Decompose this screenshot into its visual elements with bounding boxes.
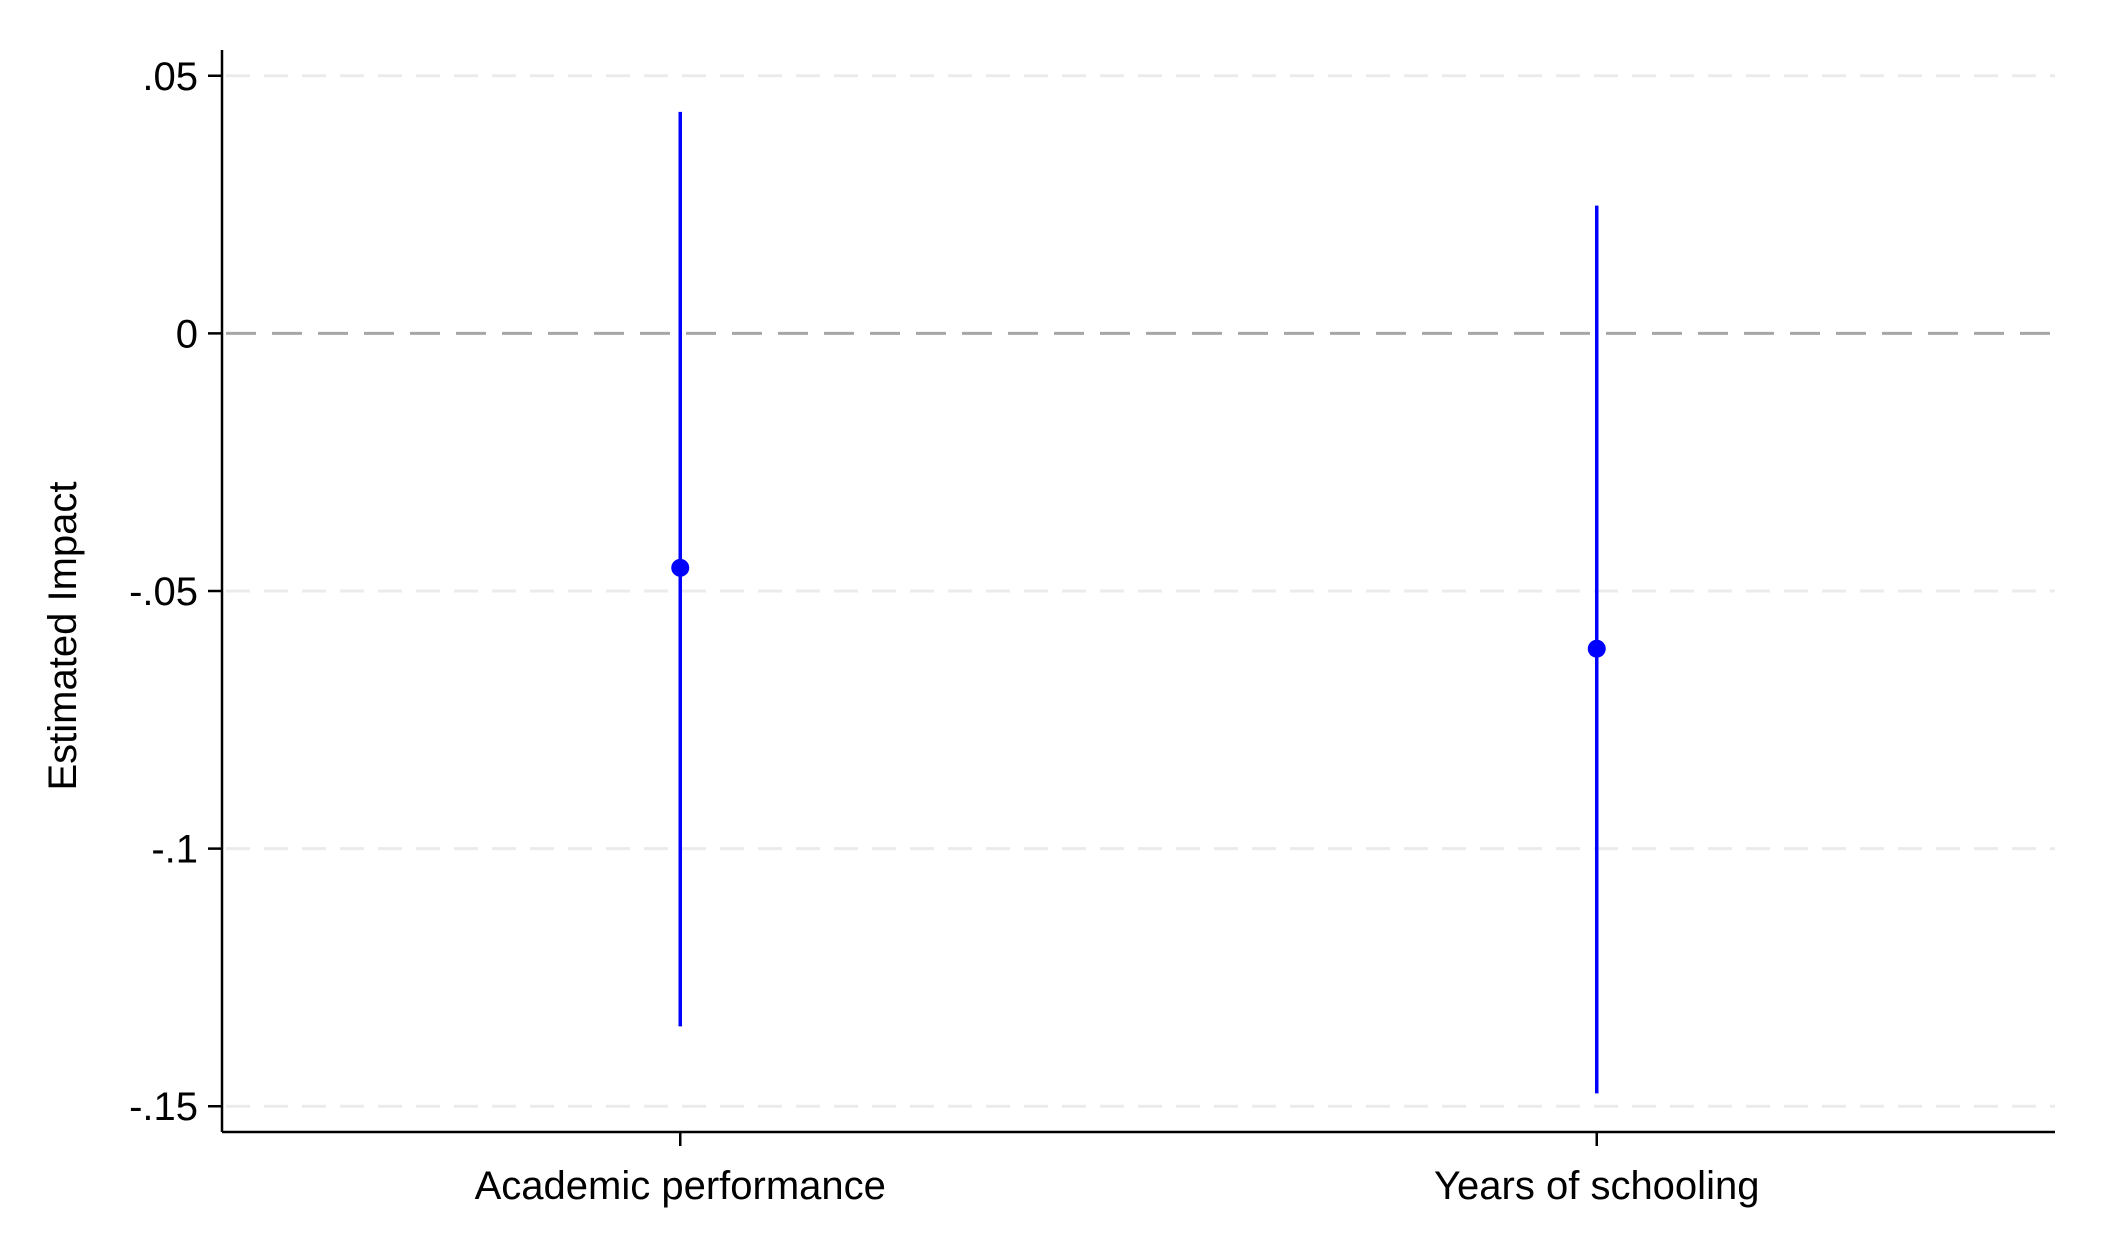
point-estimate: [671, 558, 690, 577]
y-tick-label: -.05: [129, 570, 198, 614]
y-tick-label: -.1: [151, 828, 198, 872]
y-tick-label: .05: [142, 55, 198, 99]
series-layer: [671, 111, 1606, 1094]
x-tick-label: Years of schooling: [1434, 1164, 1759, 1208]
y-tick-label: 0: [176, 312, 198, 356]
grid-layer: [226, 74, 2055, 1108]
y-tick-layer: .05 0 -.05 -.1 -.15: [129, 55, 222, 1129]
y-axis-title: Estimated Impact: [41, 481, 85, 790]
x-tick-layer: Academic performance Years of schooling: [475, 1132, 1759, 1208]
y-tick-label: -.15: [129, 1085, 198, 1129]
x-tick-label: Academic performance: [475, 1164, 886, 1208]
point-estimate: [1587, 639, 1606, 658]
